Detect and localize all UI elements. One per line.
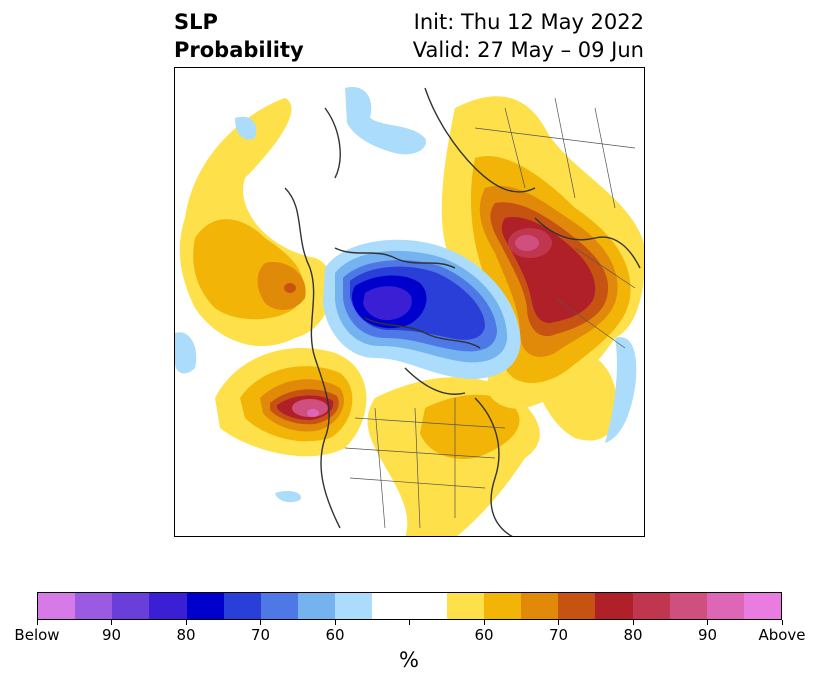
colorbar-tick-label: 90: [697, 626, 718, 644]
colorbar-tick: [483, 620, 485, 625]
colorbar-tick: [334, 620, 336, 625]
colorbar-segment: [112, 593, 150, 619]
colorbar-segment: [186, 593, 224, 619]
colorbar-tick-label: 90: [101, 626, 122, 644]
colorbar-segment: [446, 593, 484, 619]
colorbar-unit: %: [399, 648, 419, 672]
colorbar-segment: [38, 593, 76, 619]
colorbar-tick: [781, 620, 783, 625]
init-date: Init: Thu 12 May 2022: [413, 10, 644, 34]
title-line-2: Probability: [174, 38, 304, 62]
colorbar-segment: [558, 593, 596, 619]
colorbar-tick-label: 70: [250, 626, 271, 644]
coastlines: [284, 87, 641, 536]
colorbar-segment: [260, 593, 299, 619]
colorbar-tick: [111, 620, 112, 625]
colorbar-tick-label: Above: [758, 626, 806, 644]
colorbar-tick: [185, 620, 187, 625]
colorbar-tick: [707, 620, 708, 625]
colorbar-tick: [558, 620, 559, 625]
colorbar-segment: [335, 593, 373, 619]
colorbar-tick-label: 80: [176, 626, 196, 644]
colorbar-segment: [743, 593, 782, 619]
colorbar-segment: [149, 593, 187, 619]
colorbar-segment: [372, 593, 410, 619]
colorbar-segment: [409, 593, 447, 619]
minor-below-areas: [175, 87, 637, 503]
probability-map: [174, 67, 645, 537]
colorbar-ticks: [36, 620, 783, 630]
title-line-1: SLP: [174, 10, 218, 34]
colorbar-tick-label: 80: [623, 626, 643, 644]
colorbar-tick: [36, 620, 38, 625]
colorbar-tick-label: 60: [325, 626, 345, 644]
map-subtitle: Init: Thu 12 May 2022 Valid: 27 May – 09…: [413, 8, 644, 64]
colorbar-tick: [409, 620, 410, 625]
colorbar-segment: [75, 593, 113, 619]
arctic-below-area: [323, 239, 521, 379]
colorbar: [37, 592, 782, 620]
valid-range: Valid: 27 May – 09 Jun: [412, 38, 644, 62]
colorbar-segment: [706, 593, 744, 619]
colorbar-segment: [669, 593, 707, 619]
colorbar-tick-label: Below: [14, 626, 60, 644]
colorbar-segment: [595, 593, 633, 619]
colorbar-segment: [632, 593, 670, 619]
colorbar-tick: [632, 620, 634, 625]
political-borders: [344, 97, 636, 529]
map-canvas: [175, 68, 644, 536]
colorbar-segment: [223, 593, 261, 619]
pacific-above-area: [179, 98, 333, 347]
colorbar-segment: [483, 593, 522, 619]
colorbar-tick: [260, 620, 261, 625]
map-title: SLP Probability: [174, 8, 304, 64]
colorbar-tick-label: 70: [548, 626, 569, 644]
colorbar-segment: [521, 593, 559, 619]
colorbar-tick-label: 60: [474, 626, 494, 644]
colorbar-segment: [298, 593, 336, 619]
